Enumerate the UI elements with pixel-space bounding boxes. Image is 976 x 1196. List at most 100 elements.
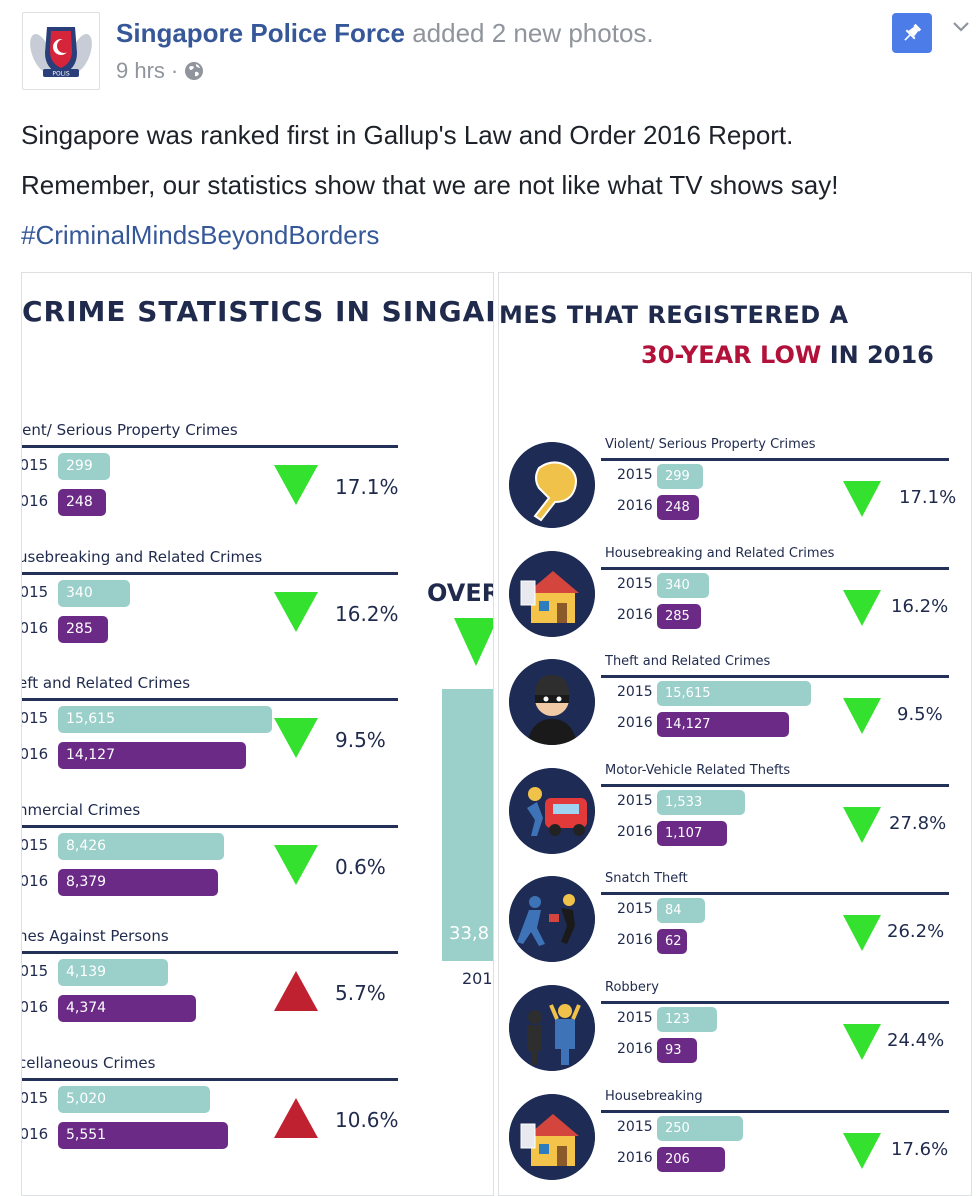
- photo1-year-2015: 2015: [22, 1088, 49, 1107]
- photo2-category-label: Robbery: [605, 980, 659, 995]
- photo1-bar-2015: 299: [58, 453, 110, 480]
- photo2-divider: [601, 892, 949, 896]
- photo1-year-2016: 2016: [22, 871, 49, 890]
- photo1-bar-2016: 8,379: [58, 868, 218, 896]
- pin-button[interactable]: [892, 13, 932, 53]
- photo2-category-label: Snatch Theft: [605, 871, 688, 887]
- photo1-bar-2016: 248: [58, 489, 106, 516]
- photo1-category-label: nes Against Persons: [21, 927, 169, 945]
- photo2-bar-2015: 84: [657, 898, 705, 924]
- photo2-percent-change: 9.5%: [897, 704, 943, 726]
- photo1-percent-change: 16.2%: [335, 601, 399, 626]
- robbery-icon-badge: [509, 985, 595, 1071]
- photo1-side-year: 201: [462, 969, 493, 988]
- post-options-button[interactable]: [950, 16, 972, 38]
- chevron-down-icon: [953, 22, 969, 32]
- photo1-year-2016: 2016: [22, 745, 49, 763]
- photo2-year-2016: 2016: [617, 715, 653, 732]
- photo1-side-word: OVER: [427, 579, 494, 607]
- photo2-year-2016: 2016: [617, 1149, 653, 1166]
- house-icon-badge: [509, 550, 595, 637]
- decrease-arrow-icon: [274, 718, 318, 758]
- photo2-title-year: IN 2016: [829, 341, 934, 369]
- photo2-bar-2015: 340: [657, 572, 709, 598]
- photo2-divider: [601, 783, 949, 787]
- photo2-percent-change: 17.1%: [899, 487, 957, 508]
- increase-arrow-icon: [274, 971, 318, 1011]
- decrease-arrow-icon: [274, 591, 318, 632]
- photo2-year-2015: 2015: [617, 575, 653, 592]
- photo1-title: CRIME STATISTICS IN SINGAPO: [22, 295, 494, 328]
- photo1-bar-2016: 5,551: [58, 1121, 228, 1149]
- photo1-divider: [22, 571, 398, 575]
- decrease-arrow-icon: [843, 915, 881, 952]
- photo-1[interactable]: CRIME STATISTICS IN SINGAPO OVER 33,8 20…: [21, 272, 494, 1196]
- photo1-bar-2015: 5,020: [58, 1085, 210, 1113]
- photo2-category-label: Violent/ Serious Property Crimes: [605, 437, 816, 452]
- photo1-bar-2015: 8,426: [58, 832, 224, 860]
- photo1-percent-change: 9.5%: [335, 728, 386, 752]
- photo1-year-2015: 2015: [22, 456, 49, 474]
- decrease-arrow-icon: [274, 465, 318, 505]
- photo1-percent-change: 17.1%: [335, 475, 399, 499]
- photo1-bar-2016: 4,374: [58, 995, 196, 1022]
- photo1-year-2016: 2016: [22, 492, 49, 510]
- post-text-line-1: Singapore was ranked first in Gallup's L…: [21, 120, 794, 150]
- photo2-title-line-1: MES THAT REGISTERED A: [499, 301, 849, 329]
- photo2-title-highlight: 30-YEAR LOW: [641, 341, 822, 369]
- photo1-bar-2015: 15,615: [58, 706, 272, 733]
- decrease-arrow-icon: [843, 481, 881, 517]
- meta-separator: ·: [170, 58, 179, 83]
- house-icon: [509, 1093, 595, 1180]
- photo1-percent-change: 10.6%: [335, 1107, 399, 1132]
- page-avatar[interactable]: POLIS: [22, 12, 100, 90]
- decrease-arrow-icon: [454, 618, 493, 666]
- masked-thief-icon: [509, 659, 595, 746]
- decrease-arrow-icon: [843, 1132, 881, 1169]
- photo2-divider: [601, 566, 949, 570]
- photo2-bar-2015: 250: [657, 1115, 743, 1141]
- photo2-bar-2016: 1,107: [657, 820, 727, 846]
- photo1-year-2015: 2015: [22, 962, 49, 980]
- globe-icon[interactable]: [184, 61, 204, 81]
- post-timestamp[interactable]: 9 hrs: [116, 58, 165, 83]
- photo2-category-label: Housebreaking and Related Crimes: [605, 545, 835, 561]
- decrease-arrow-icon: [843, 698, 881, 735]
- fist-icon-badge: [509, 442, 595, 528]
- page-name-link[interactable]: Singapore Police Force: [116, 18, 405, 48]
- photo1-divider: [22, 1077, 398, 1081]
- house-icon-badge: [509, 1093, 595, 1180]
- photo2-divider: [601, 675, 949, 679]
- photo1-bar-2015: 4,139: [58, 959, 168, 986]
- photo2-year-2015: 2015: [617, 467, 653, 483]
- photo1-category-label: eft and Related Crimes: [21, 674, 191, 692]
- photo2-percent-change: 26.2%: [887, 921, 945, 943]
- photo1-divider: [22, 951, 398, 954]
- post-headline: Singapore Police Force added 2 new photo…: [116, 18, 654, 49]
- photo2-year-2016: 2016: [617, 1041, 653, 1057]
- photo1-year-2016: 2016: [22, 618, 49, 637]
- photo1-category-label: nmercial Crimes: [21, 800, 141, 819]
- photo2-year-2015: 2015: [617, 1118, 653, 1135]
- robbery-icon: [509, 985, 595, 1071]
- photo2-bar-2016: 206: [657, 1146, 725, 1172]
- post-meta: 9 hrs ·: [116, 58, 204, 84]
- photo2-divider: [601, 1001, 949, 1004]
- photo2-year-2015: 2015: [617, 684, 653, 701]
- photo2-bar-2016: 248: [657, 495, 699, 520]
- post-action-text: added 2 new photos.: [412, 18, 654, 48]
- pin-icon: [904, 23, 922, 41]
- photo2-bar-2015: 15,615: [657, 681, 811, 707]
- photo1-side-value: 33,8: [449, 923, 490, 944]
- photo2-divider: [601, 458, 949, 461]
- house-icon: [509, 550, 595, 637]
- photo2-category-label: Motor-Vehicle Related Thefts: [605, 762, 791, 778]
- hashtag-link[interactable]: #CriminalMindsBeyondBorders: [21, 220, 380, 250]
- photo2-year-2015: 2015: [617, 1010, 653, 1026]
- photo1-year-2015: 2015: [22, 835, 49, 854]
- decrease-arrow-icon: [843, 806, 881, 843]
- photo1-category-label: cellaneous Crimes: [21, 1053, 156, 1072]
- photo-2[interactable]: MES THAT REGISTERED A 30-YEAR LOW IN 201…: [498, 272, 972, 1196]
- spf-crest-logo: POLIS: [30, 27, 92, 78]
- photo1-category-label: usebreaking and Related Crimes: [21, 547, 263, 566]
